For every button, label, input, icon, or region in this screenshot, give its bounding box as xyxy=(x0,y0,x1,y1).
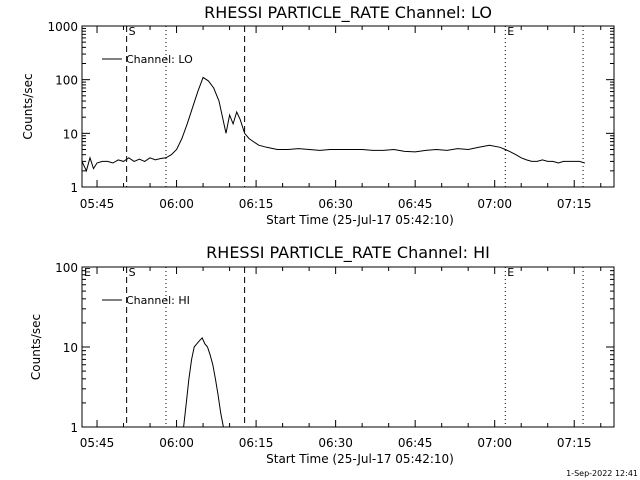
x-tick-label: 07:15 xyxy=(557,197,592,211)
x-tick-label: 07:00 xyxy=(477,197,512,211)
x-tick-label: 06:15 xyxy=(239,197,274,211)
y-axis-label: Counts/sec xyxy=(21,73,35,139)
y-tick-label: 1000 xyxy=(47,20,78,34)
time-marker-label: E xyxy=(507,266,514,279)
legend-label: Channel: LO xyxy=(126,53,193,66)
plot-frame xyxy=(81,25,615,188)
y-tick-label: 1 xyxy=(70,421,78,435)
legend-label: Channel: HI xyxy=(126,294,190,307)
y-tick-label: 1 xyxy=(70,181,78,195)
data-series-line xyxy=(81,76,585,173)
x-tick-label: 06:15 xyxy=(239,436,274,450)
chart-title: RHESSI PARTICLE_RATE Channel: HI xyxy=(206,243,490,263)
x-tick-label: 05:45 xyxy=(80,436,115,450)
x-axis-label: Start Time (25-Jul-17 05:42:10) xyxy=(266,452,454,466)
x-tick-label: 06:30 xyxy=(318,197,353,211)
time-marker-label: E xyxy=(507,25,514,38)
x-tick-label: 07:00 xyxy=(477,436,512,450)
data-series-line xyxy=(183,337,224,428)
plot-frame xyxy=(81,266,615,428)
timestamp-label: 1-Sep-2022 12:41 xyxy=(566,469,638,478)
time-marker-label: S xyxy=(129,25,136,38)
x-axis-label: Start Time (25-Jul-17 05:42:10) xyxy=(266,213,454,227)
chart-title: RHESSI PARTICLE_RATE Channel: LO xyxy=(204,3,492,23)
chart-panel-lo: RHESSI PARTICLE_RATE Channel: LO 05:45 06:… xyxy=(21,3,615,227)
time-marker-label: S xyxy=(129,266,136,279)
y-tick-label: 100 xyxy=(55,261,78,275)
y-tick-label: 10 xyxy=(63,341,78,355)
x-tick-label: 06:30 xyxy=(318,436,353,450)
y-tick-label: 100 xyxy=(55,74,78,88)
x-tick-label: 06:00 xyxy=(159,436,194,450)
x-tick-label: 06:00 xyxy=(159,197,194,211)
time-marker-label: E xyxy=(84,266,91,279)
chart-panel-hi: RHESSI PARTICLE_RATE Channel: HI 05:45 06:… xyxy=(29,243,615,466)
x-tick-label: 06:45 xyxy=(398,197,433,211)
y-axis-label: Counts/sec xyxy=(29,314,43,380)
x-tick-label: 06:45 xyxy=(398,436,433,450)
x-tick-label: 05:45 xyxy=(80,197,115,211)
y-tick-label: 10 xyxy=(63,127,78,141)
x-tick-label: 07:15 xyxy=(557,436,592,450)
